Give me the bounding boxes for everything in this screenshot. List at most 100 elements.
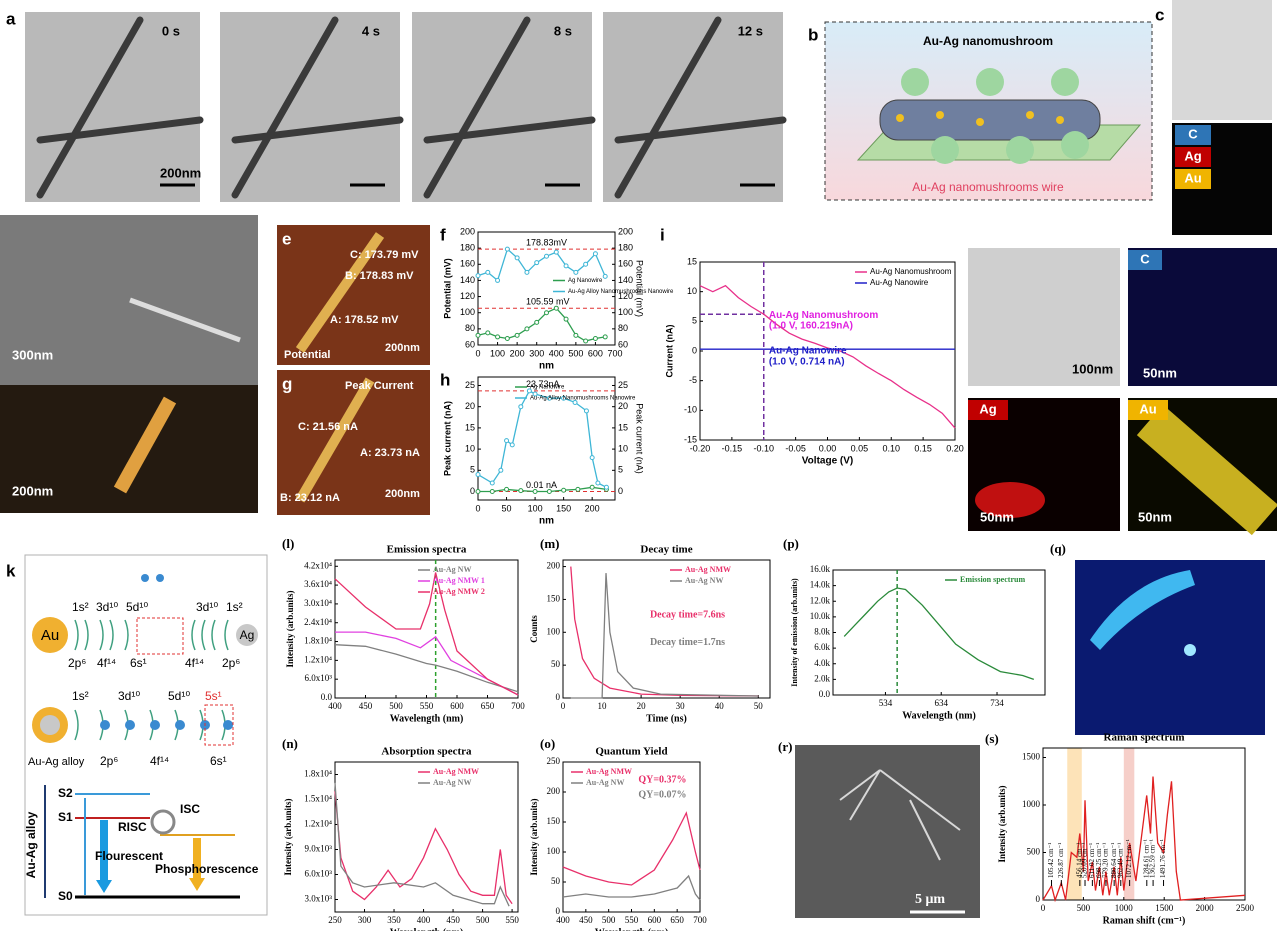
y-tick-label: 0 [692, 345, 697, 355]
y-tick-label: 3.0x10⁴ [304, 598, 332, 608]
x-tick-label: 200 [585, 503, 600, 513]
time-label: 4 s [362, 23, 380, 38]
legend-label: Au-Ag Alloy Nanomushrooms Nanowire [568, 289, 674, 295]
panel-label: (o) [540, 736, 555, 751]
legend-label: Au-Ag Nanowire [870, 278, 929, 287]
y-tick-label: 120 [460, 291, 475, 301]
orbital: 6s¹ [210, 754, 227, 768]
x-tick-label: 500 [476, 915, 490, 925]
y-tick-label: 160 [460, 259, 475, 269]
y-tick-label: 12.0k [810, 595, 831, 605]
x-axis-label: Wavelength (nm) [902, 710, 976, 721]
x-tick-label: 500 [568, 348, 583, 358]
y-axis-label: Intensity (arb.units) [285, 590, 295, 667]
scale-label: 200nm [385, 342, 420, 354]
point [476, 490, 480, 494]
y-tick-label: 1.5x10⁴ [304, 794, 332, 804]
x-tick-label: 250 [328, 915, 342, 925]
peak-label: 779.20 cm⁻¹ [1102, 843, 1110, 878]
figure: a 0 s 4 s 8 s 12 s 200nm b Au-Ag nanomus… [0, 0, 1277, 931]
x-tick-label: 0.00 [819, 443, 837, 453]
time-label: 12 s [738, 23, 763, 38]
x-tick-label: 300 [529, 348, 544, 358]
x-tick-label: 450 [446, 915, 460, 925]
point [564, 264, 568, 268]
y-tick-label: -10 [684, 405, 697, 415]
point [603, 335, 607, 339]
orbital: 5d¹⁰ [168, 689, 190, 703]
x-tick-label: 734 [990, 698, 1004, 708]
scale-label: 200nm [160, 165, 201, 180]
x-tick-label: 400 [328, 701, 342, 711]
element-label: C [1188, 126, 1198, 141]
x-tick-label: 534 [879, 698, 893, 708]
time-label: 8 s [554, 23, 572, 38]
x-tick-label: 100 [528, 503, 543, 513]
point [584, 409, 588, 413]
orbital: 4f¹⁴ [185, 656, 204, 670]
point [584, 339, 588, 343]
y-tick-label: 2.0k [814, 673, 830, 683]
point [505, 337, 509, 341]
x-tick-label: 400 [417, 915, 431, 925]
annotation: Au-Ag Nanowire [769, 346, 847, 357]
orbital: 1s² [226, 600, 243, 614]
scale-label: 300nm [12, 347, 53, 362]
y-tick-label: 9.0x10³ [305, 844, 333, 854]
light-spot [1184, 644, 1196, 656]
point [490, 490, 494, 494]
y-axis-label: Counts [529, 615, 539, 643]
x-tick-label: 300 [358, 915, 372, 925]
panel-label: (q) [1050, 541, 1066, 556]
x-tick-label: 500 [1077, 903, 1091, 913]
peak-label: 105.42 cm⁻¹ [1047, 843, 1055, 878]
y-tick-label: 180 [460, 243, 475, 253]
y-tick-label: 1.2x10⁴ [304, 654, 332, 664]
point [505, 247, 509, 251]
y-tick-label: 100 [547, 846, 561, 856]
x-tick-label: 0 [1041, 903, 1046, 913]
chart-title: Absorption spectra [381, 746, 472, 758]
x-tick-label: 550 [420, 701, 434, 711]
plot-frame [335, 762, 518, 912]
chart-title: Raman spectrum [1104, 732, 1185, 744]
legend-label: Au-Ag NMW [685, 565, 731, 574]
x-tick-label: 400 [549, 348, 564, 358]
point [574, 333, 578, 337]
panel-label: f [440, 225, 446, 244]
legend-label: Au-Ag Nanomushroom [870, 267, 952, 276]
x-tick-label: 650 [670, 915, 684, 925]
point [593, 337, 597, 341]
x-tick-label: 450 [359, 701, 373, 711]
scale-label: 50nm [1138, 509, 1172, 524]
x-tick-label: -0.10 [753, 443, 774, 453]
x-tick-label: 200 [510, 348, 525, 358]
legend-label: Ag Nanowire [568, 278, 603, 284]
x-tick-label: 0 [561, 701, 566, 711]
risc-label: RISC [118, 820, 147, 834]
point [510, 443, 514, 447]
panel-label: a [6, 9, 16, 28]
state-label: S0 [58, 889, 73, 903]
point [519, 489, 523, 493]
panel-label: (r) [778, 739, 792, 754]
reference-label: 0.01 nA [526, 480, 557, 490]
element-label: Ag [1184, 148, 1201, 163]
panel-label: (l) [282, 536, 294, 551]
x-tick-label: 100 [490, 348, 505, 358]
element-label: Ag [979, 401, 996, 416]
arrow-head [189, 878, 205, 891]
x-tick-label: 500 [602, 915, 616, 925]
y-tick-label: 6.0x10³ [305, 869, 333, 879]
reference-label: 178.83mV [526, 237, 567, 247]
x-tick-label: 0 [475, 348, 480, 358]
y-tick-label: 100 [460, 307, 475, 317]
point [574, 270, 578, 274]
y-tick-label: 15 [687, 256, 697, 266]
series-line [571, 567, 759, 696]
annotation: Au-Ag Nanomushroom [769, 310, 879, 321]
x-tick-label: 40 [715, 701, 725, 711]
y-tick-label: 5 [692, 316, 697, 326]
y2-tick-label: 140 [618, 275, 633, 285]
panel-label: (s) [985, 731, 999, 746]
